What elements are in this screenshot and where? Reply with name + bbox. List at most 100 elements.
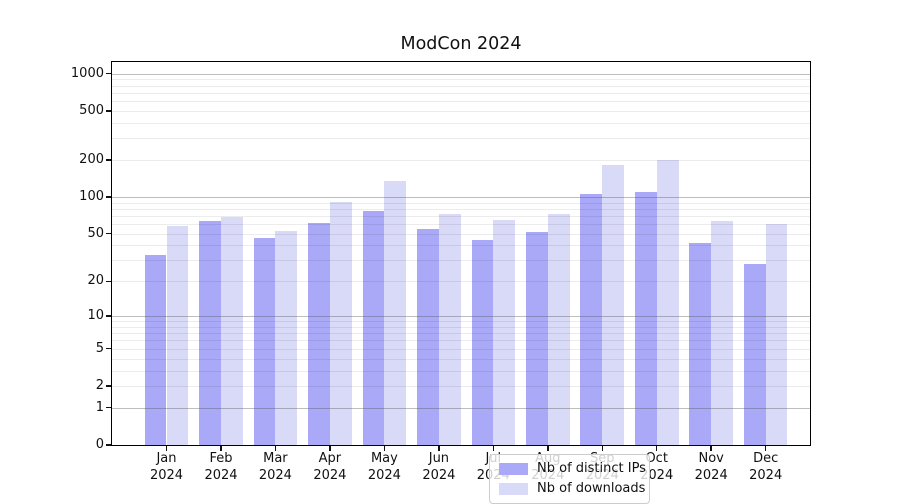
y-axis-tick-label: 5	[95, 340, 104, 356]
bar-distinct-ips	[253, 237, 276, 445]
y-axis-tick-label: 500	[79, 102, 104, 118]
bar-distinct-ips	[743, 263, 766, 445]
y-axis-tick-label: 1000	[70, 65, 104, 81]
x-tick-mark	[655, 446, 658, 451]
y-axis-tick-label: 50	[87, 225, 104, 241]
x-axis-tick-label: Feb 2024	[204, 451, 238, 483]
gridline-minor	[112, 224, 810, 225]
x-tick-mark	[764, 446, 767, 451]
x-axis-tick-label: Apr 2024	[313, 451, 347, 483]
x-tick-mark	[547, 446, 549, 451]
gridline-minor	[112, 233, 810, 235]
y-axis-tick-label: 100	[79, 188, 104, 204]
gridline-minor	[112, 348, 810, 350]
gridline-minor	[112, 79, 810, 81]
x-axis-tick-label: Jan 2024	[149, 451, 184, 483]
x-tick-mark	[220, 446, 222, 451]
gridline-major	[112, 407, 810, 409]
y-tick-mark	[106, 385, 111, 387]
gridline-minor	[112, 101, 810, 102]
bar-distinct-ips	[689, 242, 712, 445]
legend-swatch-distinct-ips	[499, 462, 528, 475]
bar-downloads	[166, 225, 189, 445]
plot-area: Nb of distinct IPs Nb of downloads Jan 20…	[106, 61, 811, 504]
gridline-minor	[112, 333, 810, 335]
gridline-minor	[112, 340, 810, 342]
gridline-minor	[112, 370, 810, 372]
legend-swatch-downloads	[499, 482, 528, 495]
y-tick-mark	[106, 444, 111, 446]
x-tick-mark	[383, 446, 386, 451]
y-axis-tick-label: 200	[79, 151, 104, 167]
y-axis-tick-label: 20	[87, 273, 104, 289]
legend-label-distinct-ips: Nb of distinct IPs	[537, 461, 646, 476]
bar-distinct-ips	[144, 255, 167, 445]
gridline-minor	[112, 281, 810, 283]
bar-distinct-ips	[525, 231, 548, 445]
y-tick-mark	[106, 315, 111, 317]
bar-distinct-ips	[417, 228, 439, 445]
gridline-minor	[112, 92, 810, 94]
x-tick-mark	[710, 446, 712, 451]
legend-label-downloads: Nb of downloads	[537, 481, 646, 496]
x-tick-mark	[601, 446, 604, 451]
gridline-minor	[112, 110, 810, 112]
gridline-major	[112, 196, 810, 198]
bar-downloads	[765, 223, 788, 445]
gridline-major	[112, 316, 810, 318]
gridline-minor	[112, 85, 810, 87]
y-tick-mark	[106, 196, 111, 198]
gridline-minor	[112, 208, 810, 210]
x-axis-tick-label: Nov 2024	[694, 451, 728, 483]
x-tick-mark	[438, 446, 440, 451]
bar-distinct-ips	[634, 191, 657, 445]
bar-downloads	[656, 159, 679, 445]
gridline-minor	[112, 122, 810, 124]
x-axis-tick-label: May 2024	[367, 451, 401, 483]
legend-item-downloads: Nb of downloads	[499, 480, 649, 497]
bar-downloads	[384, 180, 407, 445]
y-tick-mark	[106, 72, 111, 75]
bar-downloads	[438, 213, 461, 445]
bar-downloads	[275, 230, 298, 445]
y-tick-mark	[106, 232, 111, 235]
bar-distinct-ips	[199, 220, 221, 445]
gridline-minor	[112, 260, 810, 262]
legend: Nb of distinct IPs Nb of downloads	[489, 454, 650, 504]
y-tick-mark	[106, 110, 111, 112]
x-tick-mark	[492, 446, 495, 451]
y-axis-tick-label: 1	[95, 399, 104, 415]
bar-distinct-ips	[362, 210, 385, 445]
y-tick-mark	[106, 280, 111, 283]
bar-distinct-ips	[308, 223, 330, 445]
bar-downloads	[602, 165, 625, 445]
y-axis-tick-label: 0	[95, 437, 104, 452]
y-tick-mark	[106, 347, 111, 350]
gridline-minor	[112, 321, 810, 323]
chart-title: ModCon 2024	[400, 34, 522, 54]
gridline-minor	[112, 215, 810, 217]
bar-downloads	[329, 202, 352, 445]
bar-downloads	[547, 214, 570, 445]
bar-downloads	[711, 220, 733, 445]
y-axis-tick-label: 2	[95, 377, 104, 393]
x-axis-tick-label: Dec 2024	[749, 451, 783, 483]
y-axis-tick-label: 10	[87, 308, 104, 324]
y-tick-mark	[106, 406, 111, 409]
gridline-minor	[112, 326, 810, 328]
x-tick-mark	[329, 446, 331, 451]
gridline-major	[112, 73, 810, 75]
legend-item-distinct-ips: Nb of distinct IPs	[499, 460, 649, 477]
x-axis-tick-label: Mar 2024	[258, 451, 292, 483]
plot-frame	[111, 61, 811, 446]
bar-distinct-ips	[580, 194, 603, 445]
gridline-minor	[112, 245, 810, 247]
gridline-minor	[112, 202, 810, 204]
gridline-minor	[112, 385, 810, 387]
bar-downloads	[220, 217, 243, 445]
gridline-minor	[112, 159, 810, 161]
bar-distinct-ips	[471, 240, 494, 445]
x-tick-mark	[274, 446, 277, 451]
x-axis-tick-label: Jun 2024	[422, 451, 456, 483]
